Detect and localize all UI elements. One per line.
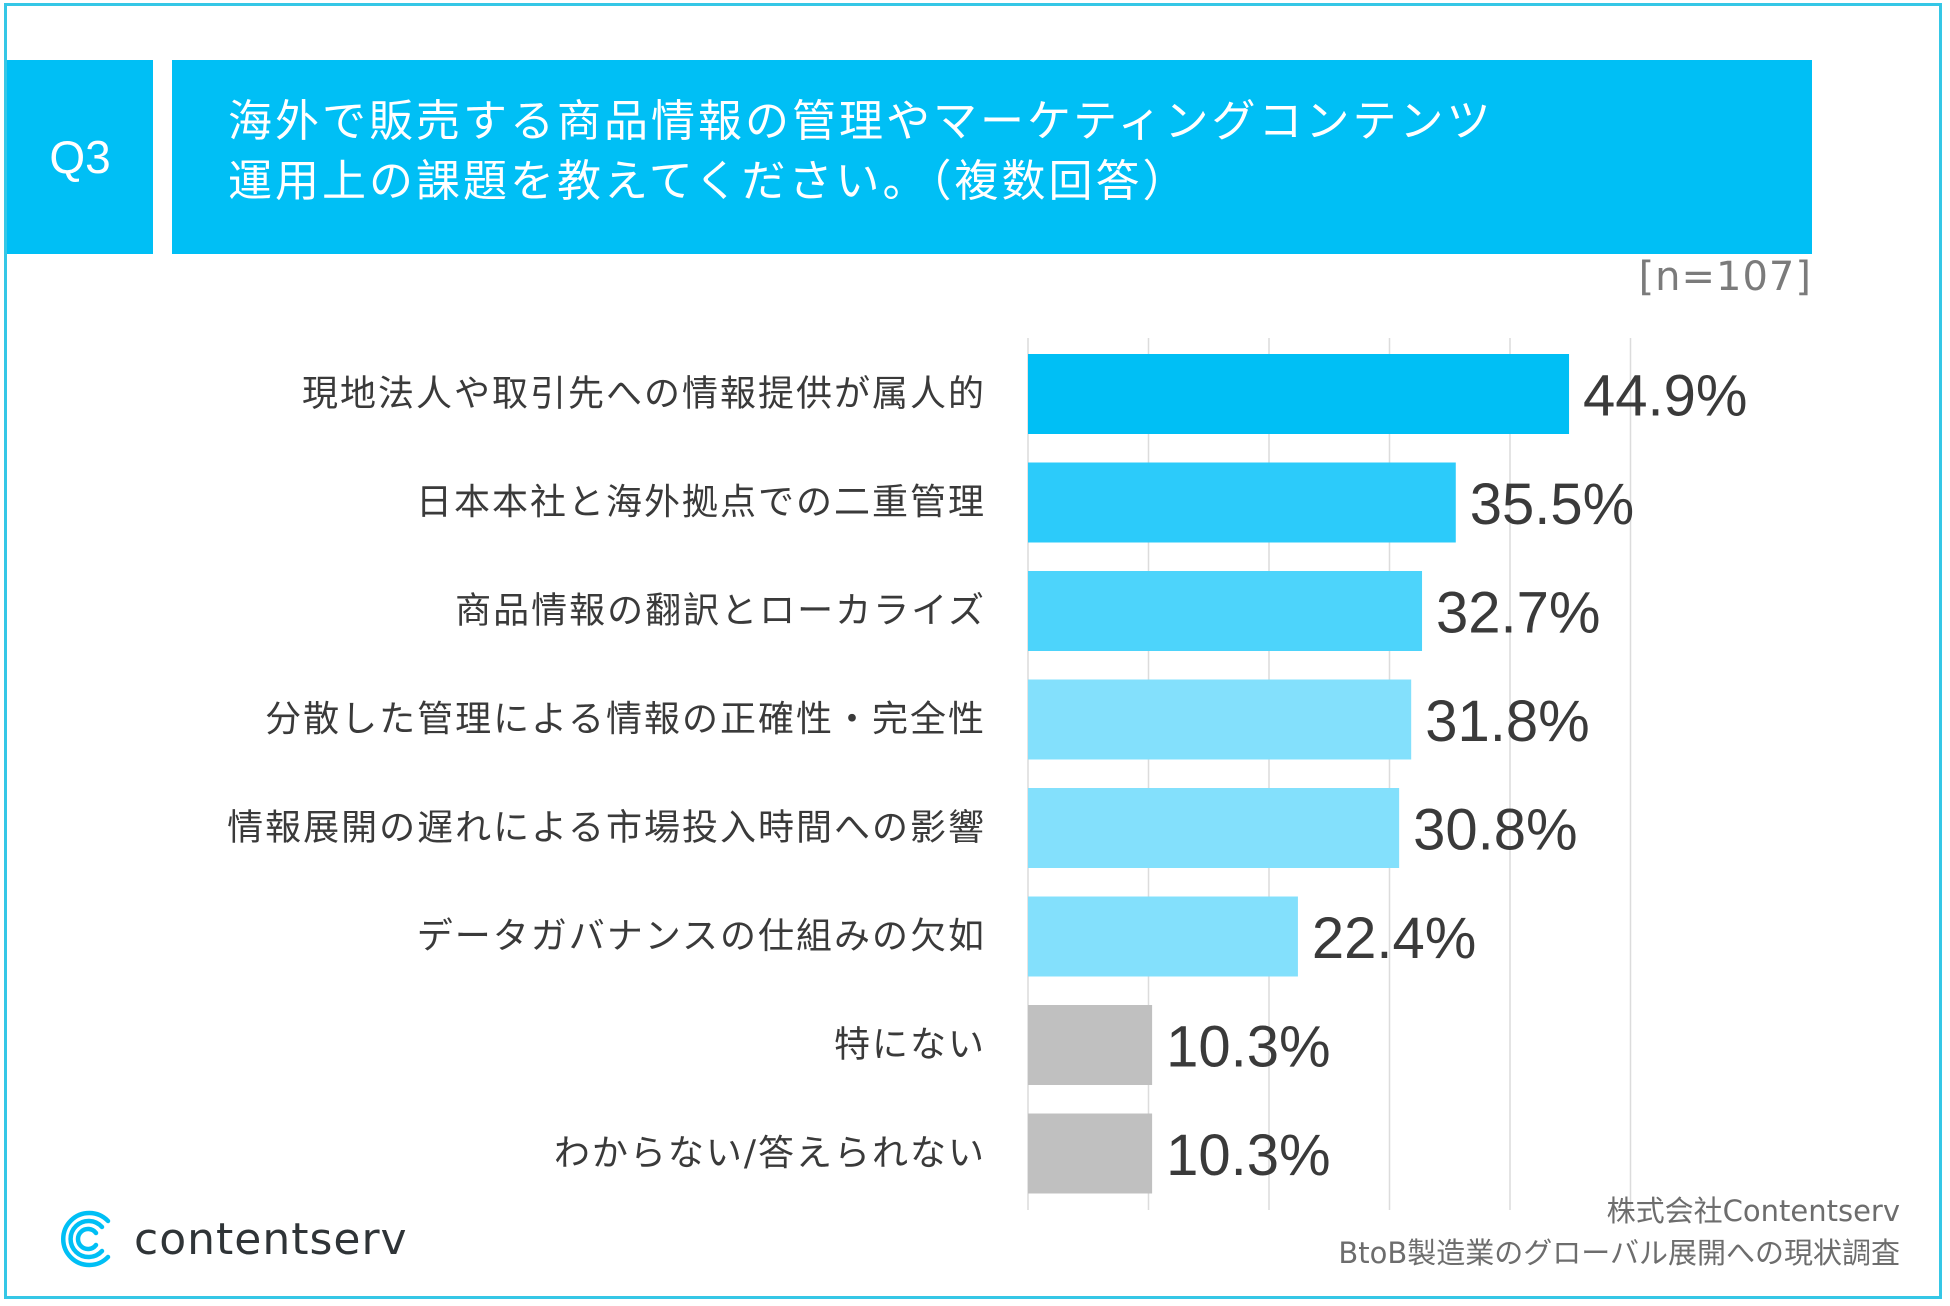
logo-wordmark: contentserv (134, 1213, 408, 1265)
value-label: 35.5% (1470, 472, 1634, 537)
bar (1028, 1113, 1153, 1194)
source-survey: BtoB製造業のグローバル展開への現状調査 (1338, 1236, 1900, 1270)
value-label: 30.8% (1413, 798, 1577, 863)
source-credit: 株式会社Contentserv BtoB製造業のグローバル展開への現状調査 (1338, 1190, 1900, 1274)
bar (1028, 896, 1298, 977)
bar (1028, 354, 1570, 434)
bar (1028, 788, 1400, 868)
question-title: 海外で販売する商品情報の管理やマーケティングコンテンツ 運用上の課題を教えてくだ… (172, 60, 1812, 254)
value-label: 22.4% (1312, 906, 1476, 971)
value-label: 10.3% (1166, 1123, 1330, 1188)
category-label: データガバナンスの仕組みの欠如 (417, 916, 986, 957)
bar (1028, 571, 1423, 651)
bar (1028, 462, 1456, 543)
category-label: 分散した管理による情報の正確性・完全性 (265, 699, 986, 740)
category-label: 特にない (834, 1025, 986, 1066)
value-label: 10.3% (1166, 1015, 1330, 1080)
question-badge: Q3 (7, 60, 153, 254)
bar (1028, 679, 1412, 760)
value-label: 31.8% (1425, 689, 1589, 754)
category-label: 商品情報の翻訳とローカライズ (455, 591, 986, 632)
source-company: 株式会社Contentserv (1606, 1194, 1900, 1228)
contentserv-logo-icon (60, 1210, 111, 1268)
category-label: 現地法人や取引先への情報提供が属人的 (302, 374, 986, 415)
category-label: 情報展開の遅れによる市場投入時間への影響 (227, 808, 986, 849)
contentserv-logo: contentserv (56, 1202, 408, 1276)
category-label: わからない/答えられない (554, 1133, 986, 1174)
category-label: 日本本社と海外拠点での二重管理 (416, 482, 986, 523)
value-label: 32.7% (1436, 581, 1600, 646)
chart-frame: Q3 海外で販売する商品情報の管理やマーケティングコンテンツ 運用上の課題を教え… (4, 3, 1942, 1299)
bar (1028, 1005, 1153, 1085)
sample-size-label: [n=107] (1638, 254, 1812, 300)
value-label: 44.9% (1583, 364, 1747, 429)
question-title-line1: 海外で販売する商品情報の管理やマーケティングコンテンツ (228, 96, 1494, 147)
question-title-line2: 運用上の課題を教えてください。（複数回答） (228, 156, 1190, 207)
